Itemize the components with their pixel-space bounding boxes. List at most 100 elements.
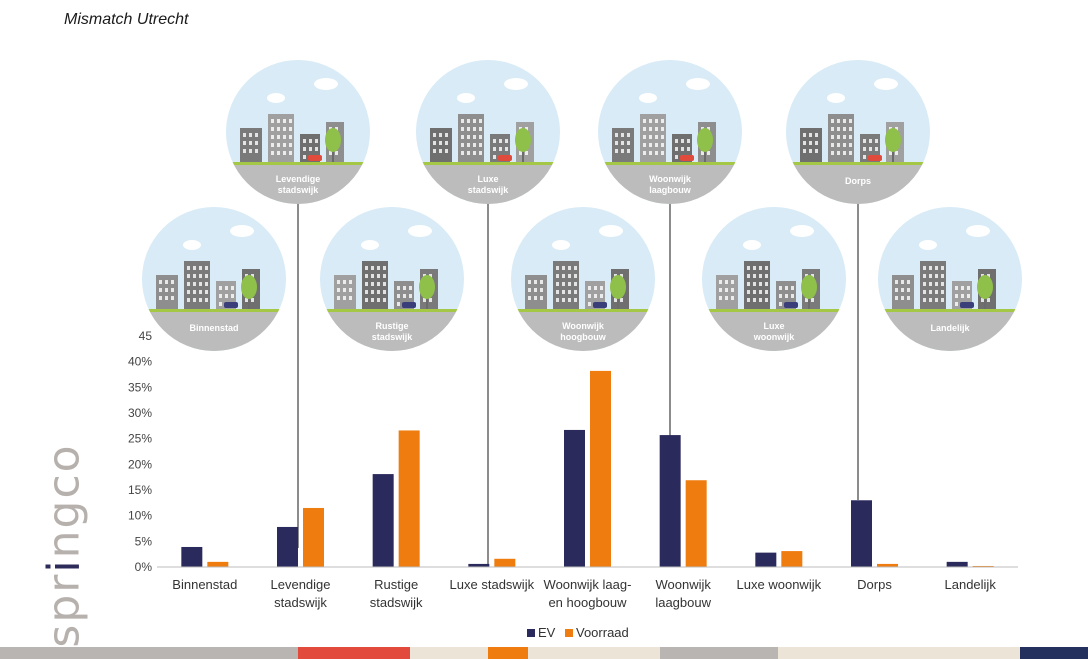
window bbox=[329, 151, 332, 155]
window bbox=[193, 274, 196, 278]
window bbox=[615, 141, 618, 145]
window bbox=[377, 282, 380, 286]
window bbox=[505, 147, 508, 151]
window bbox=[955, 286, 958, 290]
window bbox=[961, 286, 964, 290]
car-icon bbox=[593, 302, 607, 308]
window bbox=[479, 135, 482, 139]
window bbox=[811, 298, 814, 302]
window bbox=[467, 135, 470, 139]
window bbox=[467, 151, 470, 155]
window bbox=[869, 147, 872, 151]
window bbox=[429, 274, 432, 278]
window bbox=[725, 288, 728, 292]
cloud-icon bbox=[966, 225, 990, 237]
window bbox=[159, 280, 162, 284]
car-icon bbox=[224, 302, 238, 308]
window bbox=[283, 143, 286, 147]
cloud-icon bbox=[314, 78, 338, 90]
window bbox=[843, 143, 846, 147]
window bbox=[219, 286, 222, 290]
window bbox=[843, 119, 846, 123]
window bbox=[479, 127, 482, 131]
ground bbox=[878, 309, 1022, 351]
window bbox=[759, 290, 762, 294]
window bbox=[649, 143, 652, 147]
window bbox=[187, 298, 190, 302]
bar-ev-0 bbox=[181, 546, 203, 567]
window bbox=[987, 298, 990, 302]
window bbox=[383, 290, 386, 294]
window bbox=[493, 155, 496, 159]
window bbox=[383, 298, 386, 302]
window bbox=[655, 119, 658, 123]
illustration-label: Luxe bbox=[477, 174, 498, 184]
window bbox=[675, 155, 678, 159]
grass bbox=[142, 309, 286, 312]
window bbox=[941, 298, 944, 302]
tree-trunk bbox=[984, 295, 986, 309]
window bbox=[445, 149, 448, 153]
window bbox=[600, 294, 603, 298]
window bbox=[397, 294, 400, 298]
window bbox=[929, 298, 932, 302]
window bbox=[349, 280, 352, 284]
village-illustration: Dorps bbox=[786, 60, 930, 204]
tree-trunk bbox=[808, 295, 810, 309]
tree-icon bbox=[515, 128, 531, 152]
window bbox=[473, 143, 476, 147]
illustration-label: Binnenstad bbox=[189, 323, 238, 333]
window bbox=[600, 286, 603, 290]
window bbox=[620, 274, 623, 278]
window bbox=[445, 141, 448, 145]
tree-trunk bbox=[617, 295, 619, 309]
window bbox=[315, 139, 318, 143]
window bbox=[895, 151, 898, 155]
window bbox=[753, 282, 756, 286]
window bbox=[779, 294, 782, 298]
y-tick-label: 0% bbox=[135, 560, 153, 574]
cloud-icon bbox=[639, 93, 657, 103]
window bbox=[205, 282, 208, 286]
cloud-icon bbox=[827, 93, 845, 103]
window bbox=[831, 119, 834, 123]
window bbox=[779, 286, 782, 290]
city-center-illustration: Binnenstad bbox=[142, 207, 286, 351]
tree-icon bbox=[885, 128, 901, 152]
window bbox=[643, 151, 646, 155]
window bbox=[791, 286, 794, 290]
window bbox=[271, 135, 274, 139]
window bbox=[869, 139, 872, 143]
window bbox=[875, 139, 878, 143]
window bbox=[528, 280, 531, 284]
cloud-icon bbox=[267, 93, 285, 103]
window bbox=[277, 119, 280, 123]
window bbox=[837, 151, 840, 155]
y-tick-label: 10% bbox=[128, 509, 152, 523]
bar-voorraad-0 bbox=[207, 561, 229, 567]
window bbox=[205, 298, 208, 302]
illustration-label: Levendige bbox=[276, 174, 321, 184]
window bbox=[594, 286, 597, 290]
y-tick-label: 5% bbox=[135, 534, 153, 548]
window bbox=[849, 135, 852, 139]
bar-ev-5 bbox=[659, 435, 681, 567]
window bbox=[199, 282, 202, 286]
window bbox=[895, 127, 898, 131]
ground bbox=[142, 309, 286, 351]
bars bbox=[181, 370, 994, 567]
tree-icon bbox=[419, 275, 435, 299]
cloud-icon bbox=[457, 93, 475, 103]
window bbox=[753, 274, 756, 278]
legend-label-voorraad: Voorraad bbox=[576, 625, 629, 640]
window bbox=[165, 288, 168, 292]
window bbox=[614, 298, 617, 302]
window bbox=[719, 280, 722, 284]
window bbox=[753, 290, 756, 294]
window bbox=[803, 149, 806, 153]
cloud-icon bbox=[599, 225, 623, 237]
window bbox=[365, 290, 368, 294]
window bbox=[849, 151, 852, 155]
window bbox=[159, 296, 162, 300]
